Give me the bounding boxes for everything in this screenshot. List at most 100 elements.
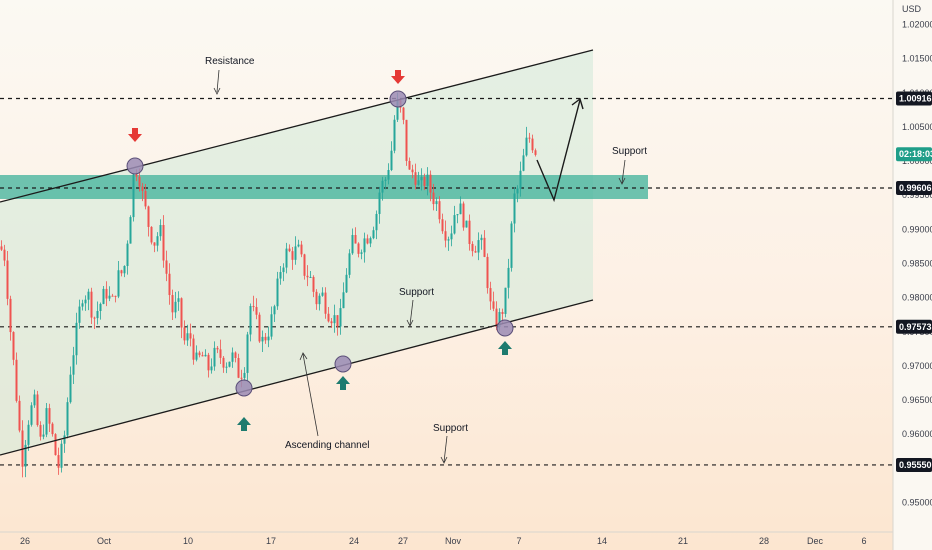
candle-body <box>366 238 369 244</box>
annotation-ascending-channel: Ascending channel <box>285 440 370 451</box>
candle-body <box>57 455 60 468</box>
price-tick-label: 0.98500 <box>902 259 932 269</box>
candle-body <box>225 366 228 368</box>
candle-body <box>528 137 531 139</box>
candle-body <box>231 352 234 362</box>
candle-body <box>309 276 312 278</box>
candle-body <box>78 306 81 323</box>
candle-body <box>486 256 489 289</box>
candle-body <box>210 366 213 371</box>
annotation-pointer <box>443 435 448 463</box>
candle-body <box>174 301 177 313</box>
price-tick-label: 0.97000 <box>902 361 932 371</box>
time-tick-label: Dec <box>807 536 824 546</box>
candle-body <box>285 248 288 268</box>
candle-body <box>18 400 21 431</box>
candle-body <box>180 298 183 328</box>
candle-body <box>99 303 102 311</box>
candle-body <box>132 174 135 218</box>
price-badge-label: 0.95550 <box>899 460 932 470</box>
candle-body <box>114 295 117 297</box>
support-zone-band <box>0 175 648 199</box>
price-tick-label: 1.01500 <box>902 54 932 64</box>
candle-body <box>90 291 93 318</box>
price-badge <box>896 180 932 195</box>
candle-body <box>405 119 408 161</box>
candle-body <box>135 174 138 177</box>
candle-body <box>159 225 162 237</box>
candle-body <box>387 170 390 180</box>
price-tick-label: 0.99500 <box>902 190 932 200</box>
price-tick-label: 0.95000 <box>902 498 932 508</box>
price-badge <box>896 319 932 334</box>
candle-body <box>48 408 51 424</box>
candle-body <box>459 203 462 215</box>
candle-body <box>279 272 282 279</box>
candle-body <box>270 314 273 337</box>
candle-body <box>282 267 285 273</box>
candle-body <box>432 192 435 205</box>
price-tick-label: 0.98000 <box>902 293 932 303</box>
candle-body <box>117 270 120 297</box>
candle-body <box>75 322 78 356</box>
candle-body <box>444 231 447 241</box>
candle-body <box>3 249 6 261</box>
candle-body <box>165 260 168 274</box>
candle-body <box>207 354 210 371</box>
candle-body <box>480 237 483 241</box>
candle-body <box>369 238 372 244</box>
annotation-pointer-head <box>299 352 308 361</box>
candle-body <box>447 239 450 241</box>
candle-body <box>429 174 432 193</box>
candle-body <box>411 169 414 173</box>
candle-body <box>489 288 492 302</box>
candle-body <box>435 201 438 205</box>
up-arrow-icon <box>498 341 512 355</box>
price-badge-label: 1.00916 <box>899 94 932 104</box>
candle-body <box>204 354 207 357</box>
candle-body <box>438 201 441 220</box>
candle-body <box>288 248 291 252</box>
channel-upper-line <box>0 49 594 203</box>
candle-body <box>504 287 507 314</box>
candle-body <box>258 314 261 342</box>
candle-body <box>42 434 45 437</box>
candle-body <box>408 160 411 170</box>
candle-body <box>525 137 528 156</box>
candle-body <box>72 355 75 375</box>
up-arrow-icon <box>336 376 350 390</box>
candle-body <box>192 338 195 360</box>
time-tick-label: 24 <box>349 536 359 546</box>
candle-body <box>381 180 384 193</box>
candle-body <box>87 291 90 300</box>
candle-body <box>300 244 303 255</box>
price-tick-label: 0.99000 <box>902 224 932 234</box>
candle-body <box>228 361 231 367</box>
candle-body <box>522 155 525 171</box>
candle-body <box>471 243 474 252</box>
candle-body <box>102 288 105 304</box>
annotation-support-mid: Support <box>399 287 434 298</box>
annotation-pointer <box>216 69 220 93</box>
price-badges: 1.00916 0.99606 0.97573 0.95550 02:18:03 <box>896 91 932 472</box>
candle-body <box>144 190 147 207</box>
time-axis-ticks: 26 Oct 10 17 24 27 Nov 7 14 21 28 Dec 6 <box>20 536 867 546</box>
candle-body <box>222 357 225 368</box>
candle-body <box>66 402 69 436</box>
candle-body <box>354 235 357 244</box>
candle-body <box>294 246 297 260</box>
candle-body <box>306 275 309 278</box>
price-badge <box>896 147 932 162</box>
candle-body <box>384 179 387 181</box>
candle-body <box>198 352 201 356</box>
channel-lower-line <box>0 299 594 456</box>
touch-markers <box>126 90 514 397</box>
annotation-pointer-head <box>406 319 414 327</box>
candle-body <box>450 233 453 240</box>
down-arrows <box>128 70 405 142</box>
candle-body <box>534 150 537 155</box>
candle-body <box>150 226 153 243</box>
time-tick-label: 21 <box>678 536 688 546</box>
candle-body <box>33 394 36 406</box>
candle-body <box>375 213 378 231</box>
